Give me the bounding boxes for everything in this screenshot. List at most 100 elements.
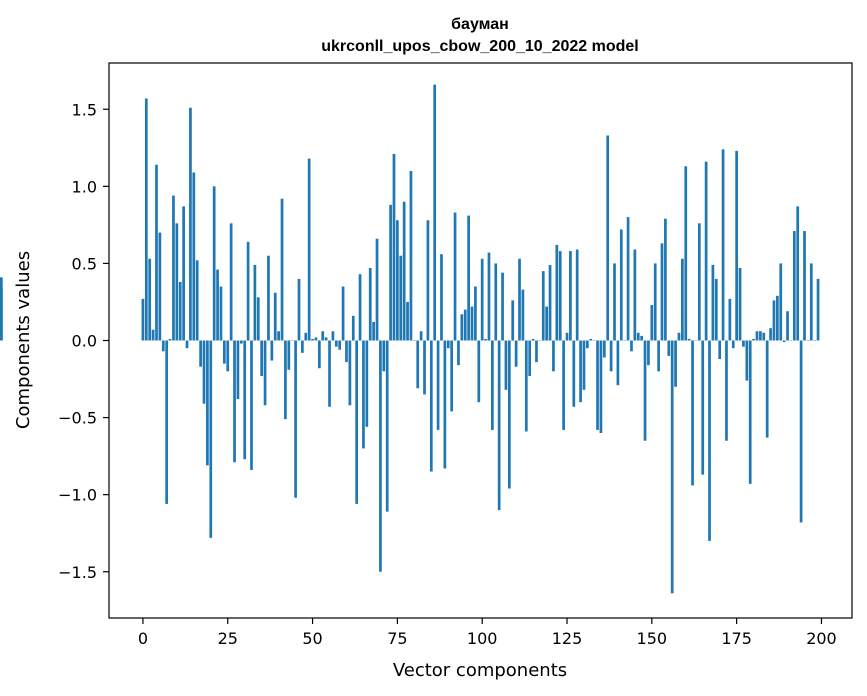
bar — [358, 274, 362, 341]
bar — [524, 340, 528, 432]
bar — [569, 251, 572, 341]
x-tick-label: 200 — [806, 629, 837, 648]
x-tick-label: 125 — [552, 629, 583, 648]
bar — [470, 306, 474, 341]
bar — [406, 301, 409, 341]
bar — [545, 306, 549, 341]
bar — [195, 260, 199, 341]
chart-title: бауман — [451, 16, 509, 33]
bar — [379, 340, 382, 572]
bar — [294, 340, 297, 498]
bar — [457, 340, 460, 366]
bar — [199, 340, 202, 367]
bar — [233, 340, 236, 463]
bar — [477, 340, 481, 403]
y-tick-label: −1.0 — [58, 486, 97, 505]
bar — [653, 263, 657, 341]
bar — [586, 340, 589, 349]
bar — [185, 340, 189, 349]
y-tick-label: −1.5 — [58, 563, 97, 582]
bar — [677, 332, 681, 341]
bar — [619, 229, 623, 341]
bar — [392, 153, 396, 341]
bar — [487, 252, 491, 341]
bar — [440, 254, 443, 341]
bar — [396, 220, 399, 341]
y-tick-label: 1.5 — [72, 100, 97, 119]
bar — [748, 340, 752, 484]
x-tick-label: 25 — [218, 629, 238, 648]
bar — [562, 340, 565, 430]
bar — [701, 340, 705, 475]
bar-series — [0, 84, 820, 594]
bar — [681, 258, 684, 341]
plot-frame — [108, 62, 853, 619]
bar — [535, 340, 538, 363]
bar — [450, 340, 454, 412]
bar — [565, 332, 569, 341]
bar — [250, 340, 253, 470]
bar — [609, 340, 613, 372]
bar — [141, 298, 145, 341]
bar — [321, 331, 325, 341]
bar — [480, 258, 484, 341]
bar — [144, 98, 148, 341]
bar — [714, 278, 718, 341]
bar — [372, 322, 375, 341]
y-tick-label: −0.5 — [58, 409, 97, 428]
bar — [219, 286, 223, 341]
bar — [606, 135, 610, 341]
bar — [541, 271, 545, 341]
bar — [338, 340, 342, 350]
bar — [192, 172, 196, 341]
bar — [589, 338, 593, 341]
bar — [725, 340, 728, 441]
bar — [636, 332, 640, 341]
bar — [572, 340, 576, 407]
bar — [399, 255, 403, 341]
bar — [776, 295, 779, 341]
bar — [351, 315, 355, 341]
bar — [284, 340, 287, 420]
bar — [165, 340, 169, 504]
bar — [334, 340, 338, 347]
bar — [657, 340, 660, 372]
bar — [667, 340, 671, 356]
bar — [711, 264, 715, 341]
bar — [460, 314, 464, 341]
bar — [735, 150, 738, 341]
bar — [365, 340, 369, 427]
bar — [507, 340, 511, 489]
bar — [229, 223, 233, 341]
bar — [697, 223, 701, 341]
bar — [494, 263, 498, 341]
bar — [599, 340, 603, 433]
bar — [691, 340, 694, 486]
bar — [416, 340, 420, 389]
bar — [626, 217, 630, 341]
bar — [514, 340, 518, 367]
bar — [209, 340, 213, 538]
bar — [762, 332, 766, 341]
bar — [728, 298, 732, 341]
y-tick-label: 0.0 — [72, 332, 97, 351]
bar — [809, 263, 813, 341]
bar — [324, 337, 328, 341]
bar — [633, 249, 637, 341]
bar — [304, 332, 308, 341]
bar — [792, 231, 796, 341]
bar — [467, 215, 470, 341]
bar — [267, 255, 270, 341]
bar — [596, 340, 599, 430]
bar — [769, 328, 772, 341]
bar — [423, 340, 426, 395]
bar — [263, 340, 267, 406]
bar — [497, 340, 501, 511]
chart-subtitle: ukrconll_upos_cbow_200_10_2022 model — [321, 38, 638, 55]
bar — [647, 340, 650, 366]
bar — [616, 340, 620, 386]
bar — [602, 340, 606, 358]
bar — [582, 340, 586, 390]
y-tick-label: 0.5 — [72, 254, 97, 273]
